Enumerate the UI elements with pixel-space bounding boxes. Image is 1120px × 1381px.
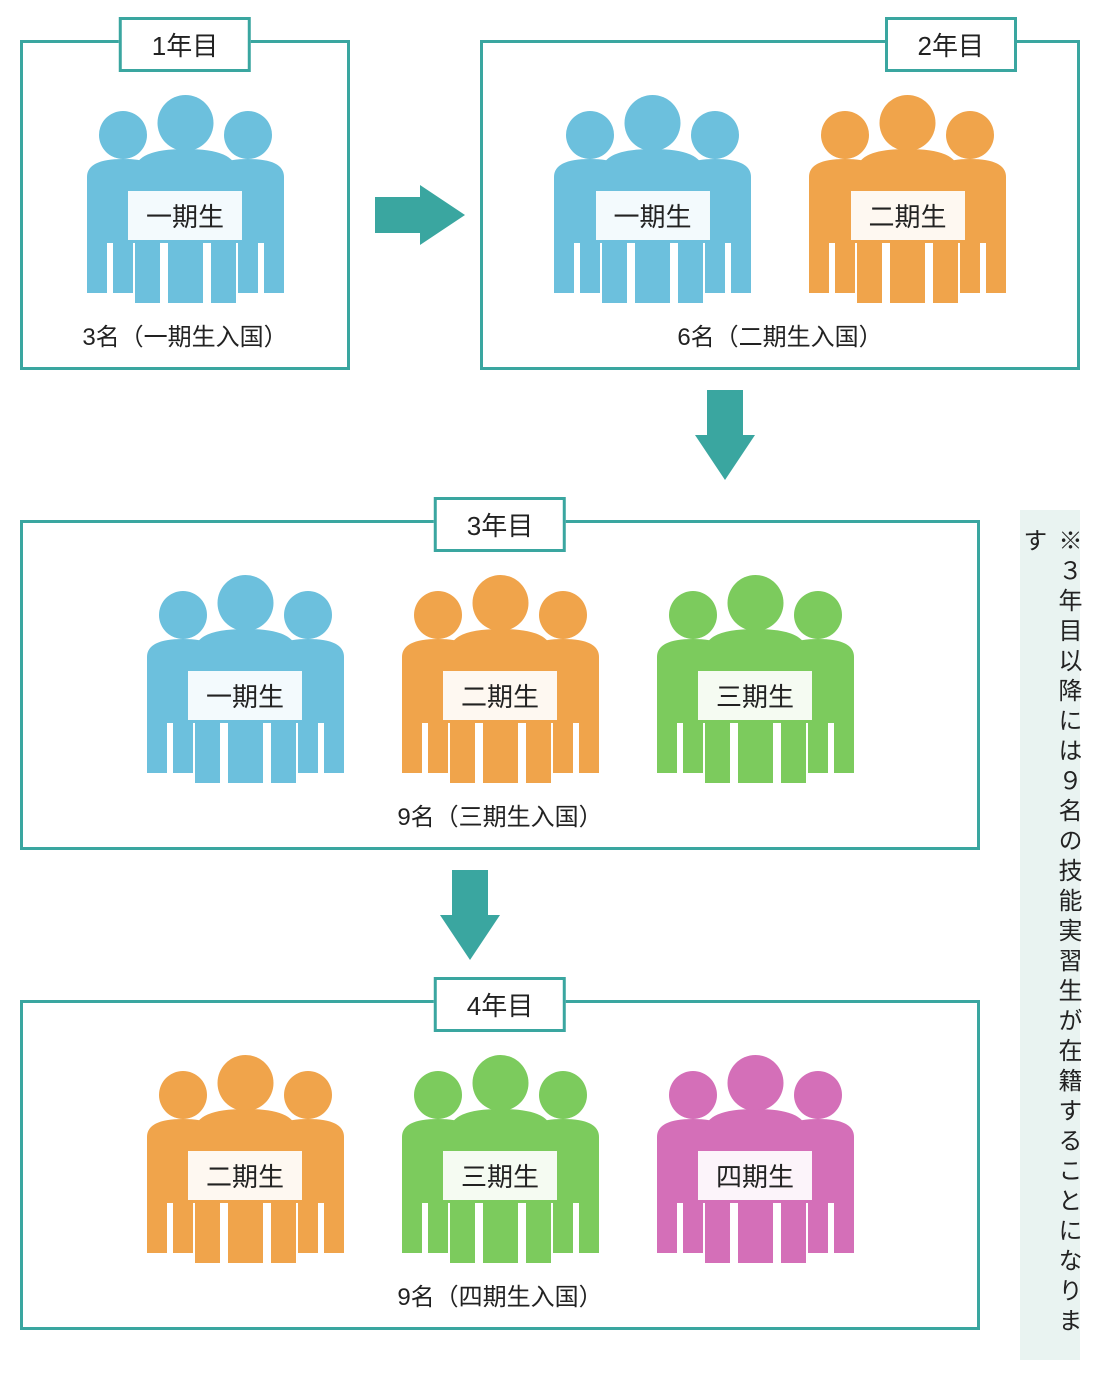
year3-group-0: 一期生 [133,573,358,783]
year3-group-1-label: 二期生 [443,671,557,720]
year2-badge: 2年目 [885,17,1017,72]
year1-group-0-label: 一期生 [128,191,242,240]
year2-group-1: 二期生 [795,93,1020,303]
year2-group-0-label: 一期生 [595,191,709,240]
year2-group-1-label: 二期生 [850,191,964,240]
year4-caption: 9名（四期生入国） [23,1273,977,1328]
arrow-3-4 [440,870,500,960]
year4-group-2: 四期生 [643,1053,868,1263]
year1-box: 1年目 一期生 3名（一期生入国） [20,40,350,370]
year1-groups: 一期生 [23,43,347,313]
year3-group-2: 三期生 [643,573,868,783]
year1-group-0: 一期生 [73,93,298,303]
year3-group-1: 二期生 [388,573,613,783]
year4-group-1-label: 三期生 [443,1151,557,1200]
year3-group-2-label: 三期生 [698,671,812,720]
year1-badge: 1年目 [119,17,251,72]
year4-badge: 4年目 [434,977,566,1032]
year4-group-2-label: 四期生 [698,1151,812,1200]
year3-badge: 3年目 [434,497,566,552]
year1-caption: 3名（一期生入国） [23,313,347,368]
year4-groups: 二期生 三期生 四期生 [23,1003,977,1273]
diagram-canvas: 1年目 一期生 3名（一期生入国） 2年目 一期生 二期生 6名（二期生入国） [20,20,1100,1361]
arrow-1-2 [375,185,465,245]
year3-group-0-label: 一期生 [188,671,302,720]
year3-box: 3年目 一期生 二期生 三期生 9名（三期生入国） [20,520,980,850]
year3-groups: 一期生 二期生 三期生 [23,523,977,793]
year2-groups: 一期生 二期生 [483,43,1077,313]
year4-group-1: 三期生 [388,1053,613,1263]
year3-caption: 9名（三期生入国） [23,793,977,848]
arrow-2-3 [695,390,755,480]
year2-group-0: 一期生 [540,93,765,303]
sidebar-note: ※３年目以降には９名の技能実習生が在籍することになります [1020,510,1080,1360]
year4-box: 4年目 二期生 三期生 四期生 9名（四期生入国） [20,1000,980,1330]
year4-group-0-label: 二期生 [188,1151,302,1200]
year2-caption: 6名（二期生入国） [483,313,1077,368]
year2-box: 2年目 一期生 二期生 6名（二期生入国） [480,40,1080,370]
year4-group-0: 二期生 [133,1053,358,1263]
